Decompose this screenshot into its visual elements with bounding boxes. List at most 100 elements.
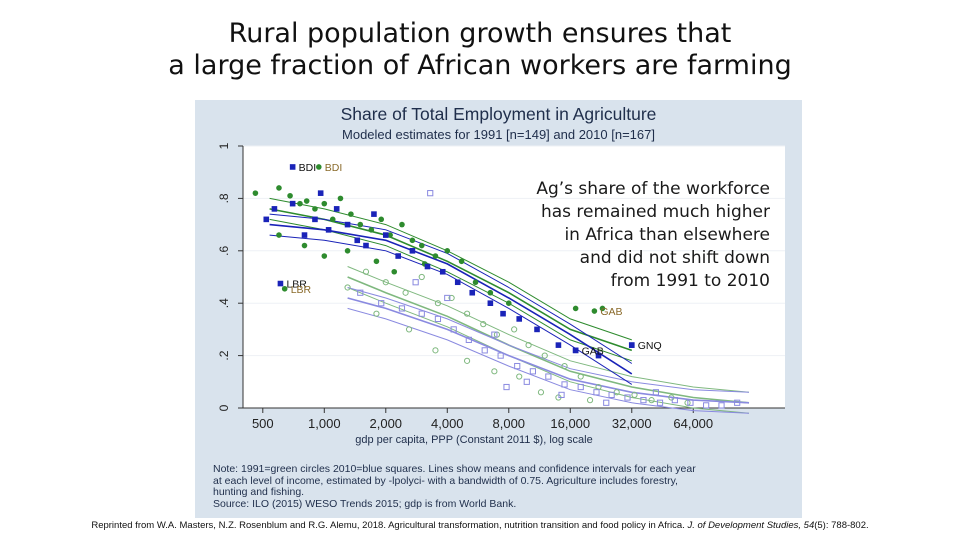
chart-subtitle: Modeled estimates for 1991 [n=149] and 2… (342, 127, 655, 142)
data-point-1991-other (405, 326, 413, 333)
data-point-2010-other (412, 279, 419, 286)
data-point-1991-africa (387, 232, 393, 238)
data-point-2010-other (577, 383, 584, 391)
x-axis-label: gdp per capita, PPP (Constant 2011 $), l… (355, 434, 592, 446)
y-tick-label: .2 (217, 350, 231, 360)
data-point-2010-other (497, 352, 504, 359)
data-point-2010-africa (395, 253, 401, 259)
data-point-2010-africa (344, 221, 351, 228)
data-point-1991-africa (432, 253, 439, 259)
data-point-2010-africa (325, 227, 332, 233)
data-point-2010-africa (500, 310, 506, 317)
data-point-1991-africa (444, 248, 451, 254)
data-point-1991-other (402, 289, 409, 296)
data-point-1991-africa (399, 221, 405, 228)
note-line: hunting and fishing. (213, 486, 305, 498)
data-point-2010-other (444, 294, 451, 302)
data-point-1991-africa (572, 305, 579, 312)
data-point-2010-other (523, 378, 530, 385)
data-point-2010-other (529, 368, 537, 375)
data-point-2010-other (656, 399, 664, 406)
annotation-label: BDI (299, 162, 317, 174)
data-point-1991-other (525, 342, 532, 349)
data-point-1991-africa (487, 289, 494, 296)
data-point-2010-other (514, 362, 521, 370)
y-tick-label: .4 (217, 298, 231, 308)
annotation-marker (628, 342, 635, 348)
fit-ci-lower-other-1991 (347, 287, 750, 414)
callout-line: from 1991 to 2010 (610, 271, 770, 291)
data-point-2010-other (418, 310, 425, 317)
chart-figure: Share of Total Employment in Agriculture… (195, 100, 802, 518)
callout-line: Ag’s share of the workforce (536, 179, 770, 199)
y-tick-label: 0 (217, 404, 231, 411)
annotation-marker (281, 285, 288, 292)
x-tick-label: 16,000 (550, 416, 590, 431)
annotation-label: BDI (325, 162, 343, 174)
data-point-2010-other (561, 381, 568, 388)
data-point-1991-africa (312, 206, 318, 212)
data-point-2010-africa (487, 300, 494, 306)
data-point-2010-other (734, 399, 741, 406)
citation-journal: J. of Development Studies, 54 (687, 520, 815, 531)
y-tick-label: .8 (217, 193, 231, 203)
slide-title: Rural population growth ensures that a l… (100, 18, 860, 82)
x-tick-label: 2,000 (370, 416, 403, 431)
data-point-2010-africa (409, 248, 416, 254)
annotation-label: LBR (291, 284, 312, 296)
data-point-1991-africa (418, 242, 425, 249)
data-point-2010-africa (424, 263, 431, 270)
data-point-1991-other (516, 373, 523, 380)
data-point-2010-other (593, 389, 600, 396)
data-point-2010-other (434, 315, 442, 323)
data-point-1991-africa (378, 216, 385, 223)
annotation-marker (572, 347, 579, 354)
data-point-2010-other (624, 394, 631, 401)
fit-ci-upper-other-1991 (347, 266, 750, 393)
data-point-1991-africa (297, 200, 303, 207)
data-point-1991-other (577, 373, 584, 380)
annotation-marker (277, 280, 284, 287)
data-point-1991-africa (321, 200, 328, 207)
data-point-1991-other (432, 347, 439, 354)
data-point-2010-other (718, 402, 725, 409)
annotation-label: GNQ (638, 340, 662, 352)
fit-ci-upper-other-2010 (347, 287, 750, 393)
callout-line: has remained much higher (540, 202, 770, 222)
data-point-1991-africa (599, 305, 606, 312)
data-point-1991-other (491, 368, 498, 375)
data-point-2010-other (503, 383, 510, 391)
data-point-1991-africa (303, 198, 310, 204)
data-point-2010-africa (371, 211, 377, 217)
data-point-1991-africa (472, 279, 479, 286)
data-point-2010-africa (312, 216, 318, 223)
data-point-1991-africa (287, 192, 293, 199)
data-point-1991-other (648, 397, 655, 404)
data-point-1991-other (448, 294, 455, 302)
y-tick-label: .6 (217, 245, 231, 255)
data-point-2010-africa (439, 268, 446, 275)
data-point-2010-other (398, 305, 406, 312)
data-point-2010-other (671, 397, 678, 404)
data-point-1991-africa (391, 268, 398, 275)
data-point-1991-africa (357, 221, 364, 228)
data-point-1991-other (480, 321, 487, 328)
data-point-1991-africa (373, 258, 380, 265)
data-point-2010-africa (595, 352, 602, 359)
data-point-1991-africa (348, 211, 354, 217)
data-point-2010-africa (289, 200, 296, 207)
fit-line-other-2010 (347, 297, 750, 404)
data-point-1991-africa (301, 242, 308, 249)
annotation-marker (289, 164, 296, 170)
data-point-2010-africa (555, 342, 562, 348)
data-point-2010-africa (354, 237, 361, 244)
data-point-1991-africa (337, 195, 344, 202)
data-point-2010-other (652, 389, 659, 396)
data-point-2010-other (427, 190, 434, 197)
data-point-2010-africa (363, 242, 369, 249)
callout-text: Ag’s share of the workforce has remained… (470, 178, 770, 293)
callout-line: in Africa than elsewhere (564, 225, 770, 245)
data-point-2010-africa (333, 206, 340, 212)
data-point-2010-other (603, 399, 610, 406)
annotation-label: GAB (600, 306, 622, 318)
